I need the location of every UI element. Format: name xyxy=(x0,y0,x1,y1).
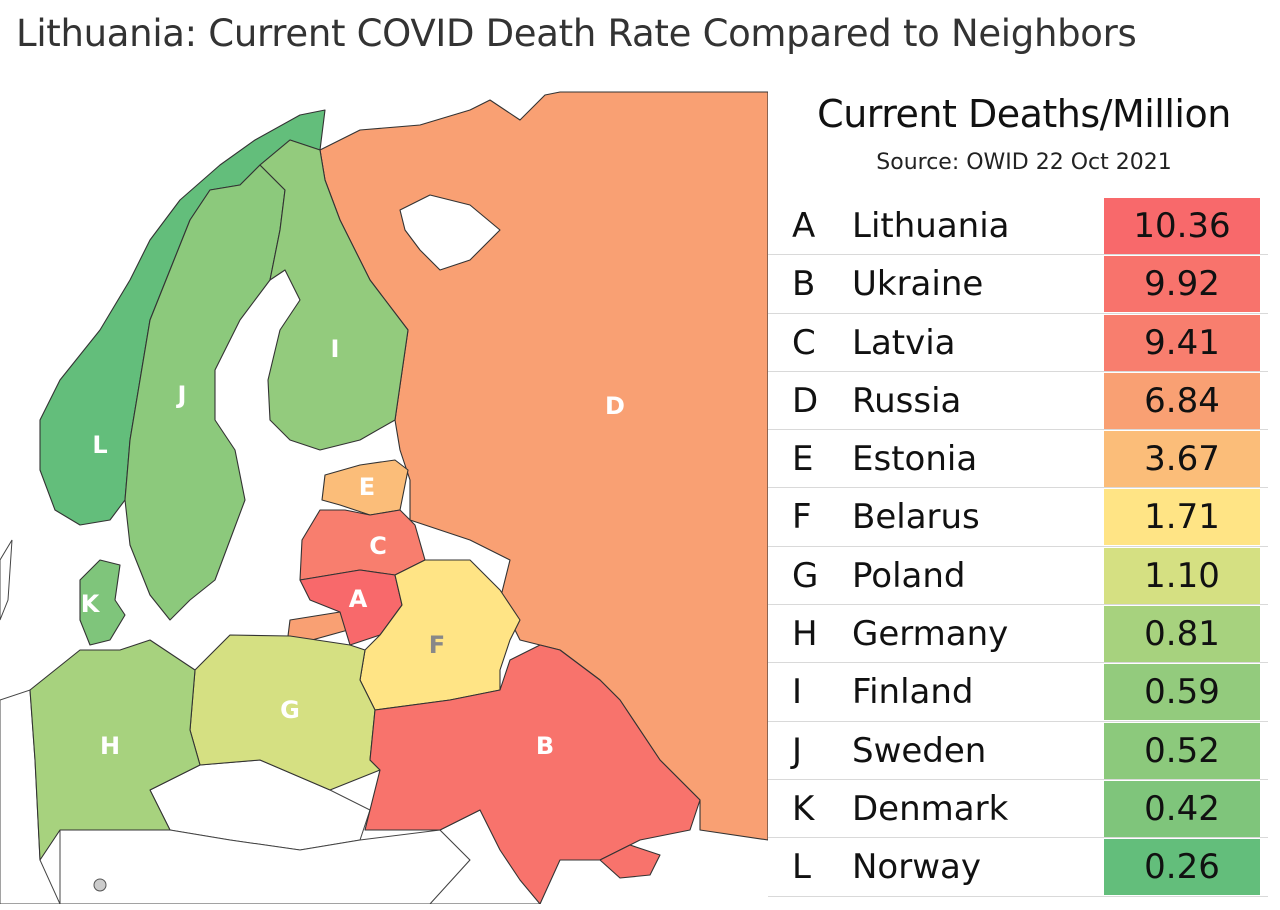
country-denmark xyxy=(79,559,126,646)
table-row: G Poland 1.10 xyxy=(768,547,1268,606)
country-germany xyxy=(29,639,201,861)
row-letter: A xyxy=(792,206,816,246)
map-label-latvia: C xyxy=(369,532,387,560)
row-value: 3.67 xyxy=(1104,431,1260,488)
row-country: Poland xyxy=(852,555,966,596)
map-label-poland: G xyxy=(280,696,300,724)
row-value: 10.36 xyxy=(1104,198,1260,254)
row-value: 0.81 xyxy=(1104,606,1260,663)
row-country: Russia xyxy=(852,380,962,421)
row-letter: G xyxy=(792,555,819,596)
map-label-germany: H xyxy=(100,732,120,760)
row-value: 0.26 xyxy=(1104,839,1260,896)
row-country: Estonia xyxy=(852,439,978,480)
row-value: 9.92 xyxy=(1104,256,1260,313)
table-row: D Russia 6.84 xyxy=(768,372,1268,431)
row-letter: E xyxy=(792,439,814,480)
map-label-ukraine: B xyxy=(536,732,554,760)
map: A B C D E F G H I J K L xyxy=(0,88,768,904)
row-letter: C xyxy=(792,322,816,363)
table-row: E Estonia 3.67 xyxy=(768,430,1268,489)
row-value: 6.84 xyxy=(1104,372,1260,429)
table-row: H Germany 0.81 xyxy=(768,605,1268,664)
row-letter: I xyxy=(792,672,803,713)
row-letter: D xyxy=(792,380,819,421)
table-row: F Belarus 1.71 xyxy=(768,488,1268,547)
table-row: C Latvia 9.41 xyxy=(768,314,1268,372)
row-country: Norway xyxy=(852,847,981,888)
map-label-denmark: K xyxy=(81,590,101,618)
page-title: Lithuania: Current COVID Death Rate Comp… xyxy=(16,12,1137,55)
table-row: I Finland 0.59 xyxy=(768,663,1268,722)
row-country: Latvia xyxy=(852,322,956,363)
row-letter: B xyxy=(792,264,816,305)
neighbor-austria-slovakia xyxy=(59,829,471,904)
row-value: 1.71 xyxy=(1104,489,1260,546)
table-row: B Ukraine 9.92 xyxy=(768,255,1268,314)
row-country: Sweden xyxy=(852,730,987,771)
row-letter: L xyxy=(792,847,811,888)
row-letter: K xyxy=(792,788,815,829)
row-value: 0.59 xyxy=(1104,664,1260,721)
table-row: L Norway 0.26 xyxy=(768,838,1268,897)
row-value: 9.41 xyxy=(1104,314,1260,371)
country-ukraine-crimea xyxy=(599,844,661,879)
country-russia-kaliningrad xyxy=(287,611,349,641)
country-finland xyxy=(259,139,409,451)
map-label-finland: I xyxy=(331,335,340,363)
row-country: Denmark xyxy=(852,788,1009,829)
map-label-sweden: J xyxy=(176,381,187,409)
row-country: Ukraine xyxy=(852,264,984,305)
city-dot xyxy=(93,878,107,892)
neighbor-uk xyxy=(0,539,13,621)
country-sweden xyxy=(124,164,286,621)
panel-source: Source: OWID 22 Oct 2021 xyxy=(876,150,1172,175)
row-country: Belarus xyxy=(852,497,980,538)
row-value: 0.42 xyxy=(1104,780,1260,837)
row-letter: F xyxy=(792,497,812,538)
row-value: 1.10 xyxy=(1104,547,1260,604)
deaths-table: A Lithuania 10.36 B Ukraine 9.92 C Latvi… xyxy=(768,197,1268,897)
table-row: A Lithuania 10.36 xyxy=(768,197,1268,256)
table-row: K Denmark 0.42 xyxy=(768,780,1268,839)
row-letter: J xyxy=(792,730,803,771)
row-country: Germany xyxy=(852,614,1009,655)
row-value: 0.52 xyxy=(1104,722,1260,779)
row-country: Finland xyxy=(852,672,974,713)
map-label-belarus: F xyxy=(429,631,445,659)
panel-heading: Current Deaths/Million xyxy=(817,92,1231,136)
map-label-norway: L xyxy=(92,431,107,459)
map-label-russia: D xyxy=(605,392,625,420)
map-label-estonia: E xyxy=(359,473,375,501)
map-label-lithuania: A xyxy=(349,585,368,613)
map-svg: A B C D E F G H I J K L xyxy=(0,91,768,904)
row-letter: H xyxy=(792,614,818,655)
table-row: J Sweden 0.52 xyxy=(768,722,1268,780)
row-country: Lithuania xyxy=(852,206,1010,246)
